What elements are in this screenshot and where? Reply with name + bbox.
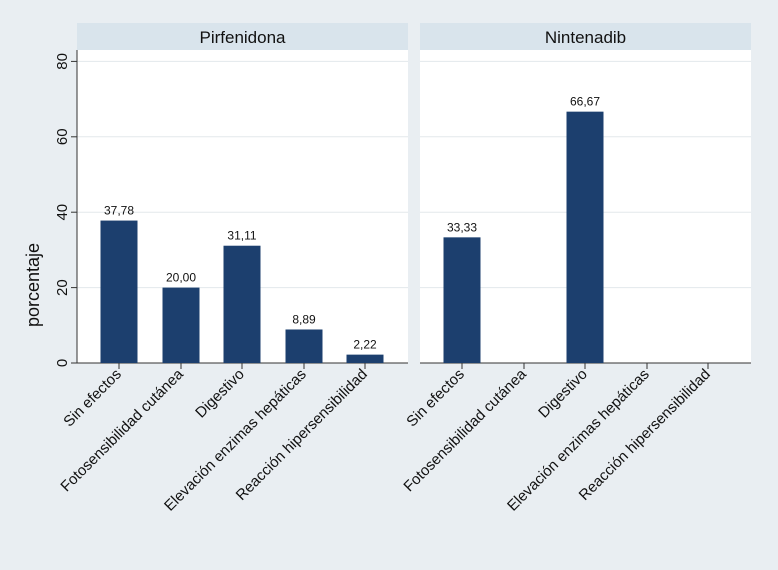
data-label: 66,67: [570, 95, 600, 109]
data-label: 33,33: [447, 220, 477, 234]
panel-title-1: Nintenadib: [545, 28, 626, 47]
y-tick-label: 20: [54, 279, 71, 296]
y-tick-label: 0: [54, 359, 71, 367]
data-label: 37,78: [104, 204, 134, 218]
bar: [162, 287, 200, 363]
panel-header-1: [420, 23, 751, 50]
bar: [566, 111, 604, 363]
panel-header-0: [77, 23, 408, 50]
bar: [100, 220, 138, 363]
y-axis-label: porcentaje: [23, 243, 43, 327]
y-tick-label: 80: [54, 53, 71, 70]
bar: [285, 329, 323, 363]
bar: [223, 245, 261, 363]
bar: [443, 237, 481, 363]
data-label: 31,11: [227, 229, 256, 243]
bar: [346, 354, 384, 363]
y-tick-label: 40: [54, 204, 71, 221]
data-label: 8,89: [292, 312, 316, 326]
data-label: 2,22: [353, 338, 377, 352]
y-tick-label: 60: [54, 128, 71, 145]
panel-title-0: Pirfenidona: [199, 28, 286, 47]
data-label: 20,00: [166, 271, 196, 285]
